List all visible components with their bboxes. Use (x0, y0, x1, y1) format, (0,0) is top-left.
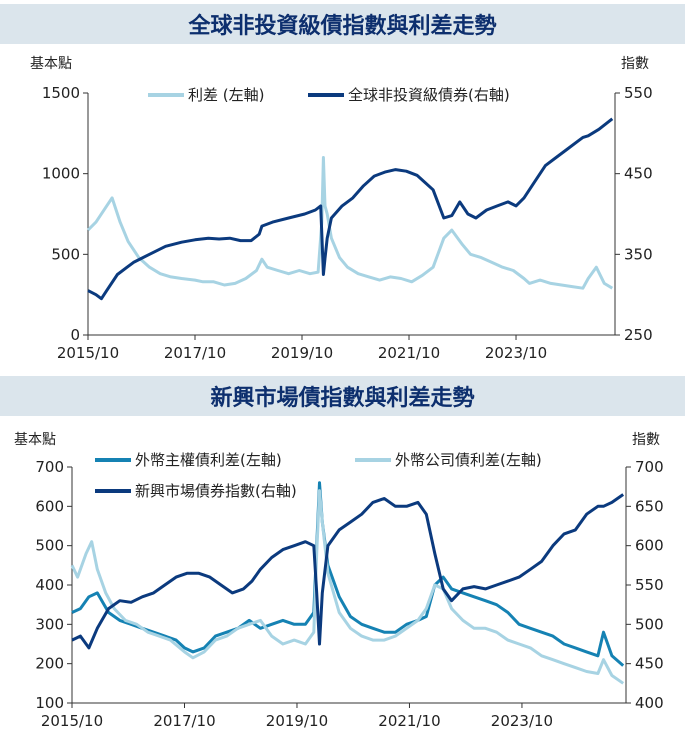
left-tick-label: 100 (35, 694, 64, 712)
left-tick-label: 500 (35, 537, 64, 555)
left-tick-label: 700 (35, 458, 64, 476)
right-tick-label: 350 (624, 245, 653, 263)
right-tick-label: 400 (635, 694, 664, 712)
x-tick-label: 2023/10 (485, 344, 547, 362)
chart-global-hy: 基本點 指數 0 500 1000 1500 250 350 450 550 2015/10 2017… (30, 55, 653, 362)
series-line-1 (71, 481, 625, 667)
right-axis-label: 指數 (621, 56, 649, 72)
x-tick-label: 2021/10 (378, 344, 440, 362)
left-tick-label: 1500 (42, 84, 80, 102)
left-tick-label: 200 (35, 655, 64, 673)
right-tick-label: 600 (635, 537, 664, 555)
x-tick-label: 2015/10 (57, 344, 119, 362)
right-tick-label: 450 (624, 165, 653, 183)
chart-em-debt: 基本點 指數 100 200 300 400 500 600 700 400 450 500 550 60… (14, 431, 664, 730)
right-axis-label: 指數 (632, 432, 660, 448)
x-tick-label: 2017/10 (164, 344, 226, 362)
x-tick-label: 2015/10 (41, 712, 103, 730)
left-tick-label: 600 (35, 497, 64, 515)
series-line-2 (87, 117, 614, 301)
series-line-2 (70, 489, 625, 685)
right-tick-label: 500 (635, 615, 664, 633)
series-line-3 (71, 493, 625, 650)
right-tick-label: 450 (635, 655, 664, 673)
left-tick-label: 0 (70, 326, 80, 344)
left-tick-label: 1000 (42, 165, 80, 183)
legend-label-1: 外幣主權債利差(左軸) (135, 451, 282, 469)
right-tick-label: 550 (635, 576, 664, 594)
x-tick-label: 2023/10 (491, 712, 553, 730)
left-axis-label: 基本點 (14, 431, 56, 448)
chart-title-global-hy: 全球非投資級債指數與利差走勢 (0, 4, 685, 44)
right-tick-label: 250 (624, 326, 653, 344)
x-tick-label: 2019/10 (271, 344, 333, 362)
legend-label-3: 新興市場債券指數(右軸) (135, 482, 297, 500)
left-axis-label: 基本點 (30, 55, 72, 72)
right-tick-label: 550 (624, 84, 653, 102)
x-tick-label: 2019/10 (266, 712, 328, 730)
left-tick-label: 300 (35, 615, 64, 633)
chart-title-em-debt: 新興市場債指數與利差走勢 (0, 376, 685, 416)
legend-label-2: 外幣公司債利差(左軸) (395, 451, 542, 469)
series-line-1 (86, 156, 614, 290)
legend-label-1: 利差 (左軸) (188, 86, 264, 104)
left-tick-label: 400 (35, 576, 64, 594)
x-tick-label: 2021/10 (378, 712, 440, 730)
legend-label-2: 全球非投資級債券(右軸) (348, 86, 510, 104)
left-tick-label: 500 (51, 245, 80, 263)
right-tick-label: 650 (635, 497, 664, 515)
right-tick-label: 700 (635, 458, 664, 476)
x-tick-label: 2017/10 (153, 712, 215, 730)
